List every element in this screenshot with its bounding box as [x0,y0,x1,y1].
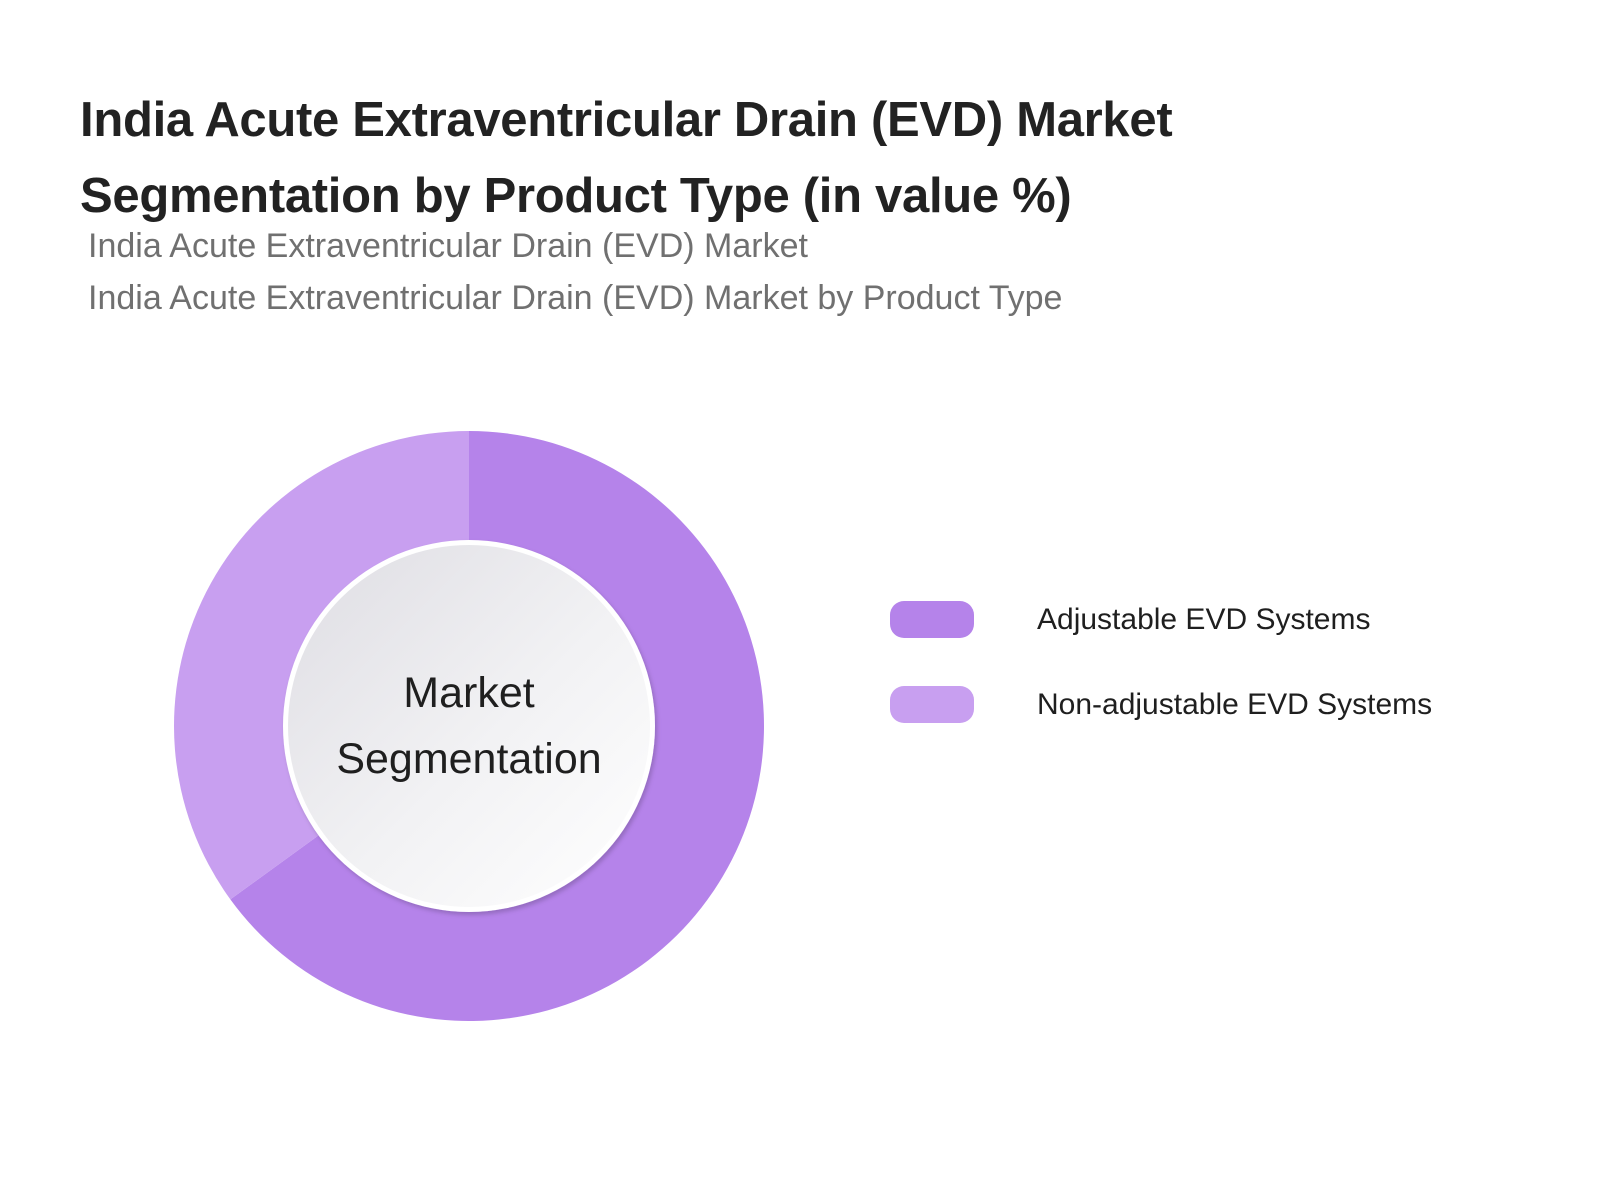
legend-item-adjustable[interactable]: Adjustable EVD Systems [890,601,1432,638]
center-label-line1: Market [403,669,535,717]
donut-hole [288,545,650,907]
chart-legend: Adjustable EVD Systems Non-adjustable EV… [890,601,1432,771]
legend-item-non-adjustable[interactable]: Non-adjustable EVD Systems [890,686,1432,723]
legend-swatch-non-adjustable [890,686,974,723]
chart-subtitle-2: India Acute Extraventricular Drain (EVD)… [88,279,1063,317]
donut-chart [174,431,764,1021]
chart-title-line1: India Acute Extraventricular Drain (EVD)… [80,93,1173,147]
legend-label-adjustable: Adjustable EVD Systems [1037,602,1371,636]
legend-swatch-adjustable [890,601,974,638]
legend-label-non-adjustable: Non-adjustable EVD Systems [1037,687,1433,721]
chart-subtitle-1: India Acute Extraventricular Drain (EVD)… [88,227,808,265]
center-label-line2: Segmentation [336,735,602,783]
chart-title: India Acute Extraventricular Drain (EVD)… [80,82,1480,234]
donut-center-label: Market Segmentation [278,535,660,917]
chart-title-line2: Segmentation by Product Type (in value %… [80,169,1072,223]
